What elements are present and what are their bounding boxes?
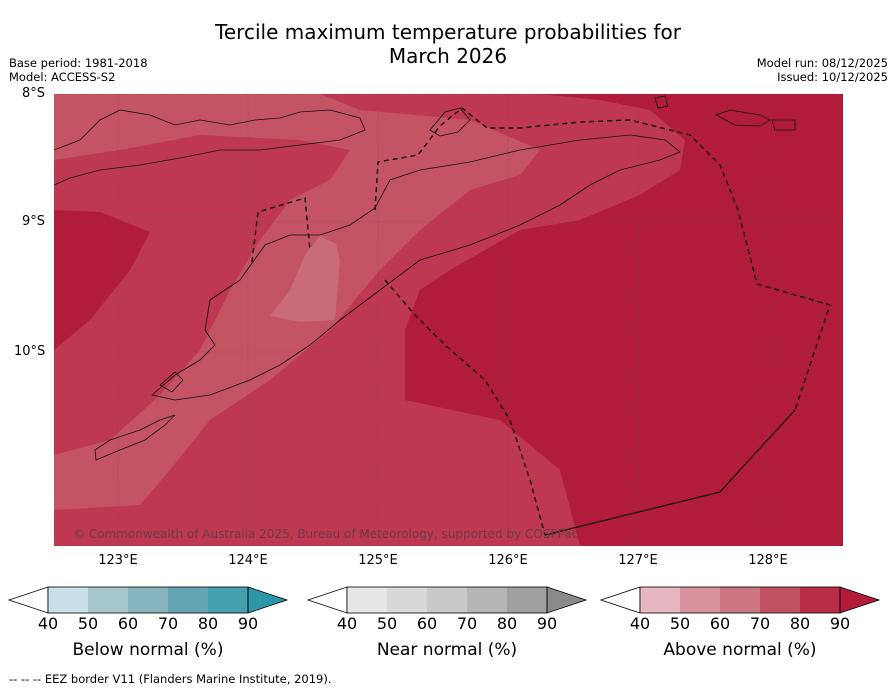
babar-coast (715, 109, 771, 127)
colorbar-segment (427, 587, 467, 613)
colorbar-segment (168, 587, 208, 613)
colorbar-title: Below normal (%) (72, 640, 224, 660)
model-run: Model run: 08/12/2025 (756, 56, 888, 70)
lon-label-123e: 123°E (98, 553, 138, 568)
colorbar-tick-label: 90 (536, 614, 558, 633)
lon-label-128e: 128°E (748, 553, 788, 568)
map-title: Tercile maximum temperature probabilitie… (0, 20, 896, 68)
lon-label-124e: 124°E (228, 553, 268, 568)
colorbar-tick-label: 60 (117, 614, 139, 633)
model-name: Model: ACCESS-S2 (9, 70, 116, 84)
colorbar-segment (507, 587, 547, 613)
colorbar-high-extend (839, 586, 881, 614)
lat-label-9s: 9°S (22, 214, 46, 229)
colorbar-segment (48, 587, 88, 613)
colorbar-tick-label: 50 (669, 614, 691, 633)
colorbar-tick-label: 60 (709, 614, 731, 633)
colorbar-frame (346, 586, 548, 614)
colorbar-segment (720, 587, 760, 613)
colorbar-tick-label: 50 (77, 614, 99, 633)
eez-legend-note: -- -- -- EEZ border V11 (Flanders Marine… (9, 672, 332, 686)
colorbar-tick-label: 70 (456, 614, 478, 633)
colorbar-high-extend (247, 586, 289, 614)
colorbar-tick-label: 60 (416, 614, 438, 633)
colorbar-title: Near normal (%) (376, 640, 518, 660)
colorbar-segment (800, 587, 840, 613)
band-90-east (405, 94, 843, 546)
band-60-70 (270, 236, 340, 322)
colorbar-tick-label: 40 (629, 614, 651, 633)
colorbar-tick-label: 80 (197, 614, 219, 633)
colorbar-tick-label: 70 (157, 614, 179, 633)
timor-coast (151, 134, 681, 401)
base-period: Base period: 1981-2018 (9, 56, 148, 70)
wetar-coast (429, 107, 471, 137)
coastlines (53, 95, 796, 461)
colorbar-segment (640, 587, 680, 613)
colorbar-tick-label: 40 (336, 614, 358, 633)
colorbar-tick-label: 40 (37, 614, 59, 633)
colorbar-tick-label: 80 (789, 614, 811, 633)
colorbar-segment (208, 587, 248, 613)
issued-date: Issued: 10/12/2025 (777, 70, 888, 84)
map-title-line2: March 2026 (388, 44, 508, 68)
colorbar-tick-label: 90 (237, 614, 259, 633)
colorbar-tick-label: 90 (829, 614, 851, 633)
colorbar-segment (128, 587, 168, 613)
band-70-80-south (54, 455, 130, 478)
semau-coast (159, 371, 184, 393)
copyright-notice: © Commonwealth of Australia 2025, Bureau… (73, 527, 579, 541)
colorbar-low-extend (7, 586, 49, 614)
eez-border-solid (544, 409, 796, 536)
colorbar-tick-label: 50 (376, 614, 398, 633)
colorbar-frame (47, 586, 249, 614)
colorbar-segment (387, 587, 427, 613)
eez-border (251, 107, 831, 536)
colorbar-tick-label: 80 (496, 614, 518, 633)
colorbar-low-extend (599, 586, 641, 614)
lat-label-8s: 8°S (22, 86, 46, 101)
lon-label-127e: 127°E (618, 553, 658, 568)
colorbar-tick-label: 70 (749, 614, 771, 633)
lat-label-10s: 10°S (14, 344, 46, 359)
colorbar-segment (680, 587, 720, 613)
rote-coast (94, 414, 176, 461)
lon-label-126e: 126°E (488, 553, 528, 568)
colorbar-title: Above normal (%) (663, 640, 817, 660)
colorbar-frame (639, 586, 841, 614)
colorbar-segment (88, 587, 128, 613)
colorbar-segment (760, 587, 800, 613)
colorbar-high-extend (546, 586, 588, 614)
band-90-west (54, 210, 150, 350)
lon-label-125e: 125°E (358, 553, 398, 568)
colorbar-segment (347, 587, 387, 613)
map-title-line1: Tercile maximum temperature probabilitie… (215, 20, 681, 44)
colorbar-segment (467, 587, 507, 613)
colorbar-low-extend (306, 586, 348, 614)
